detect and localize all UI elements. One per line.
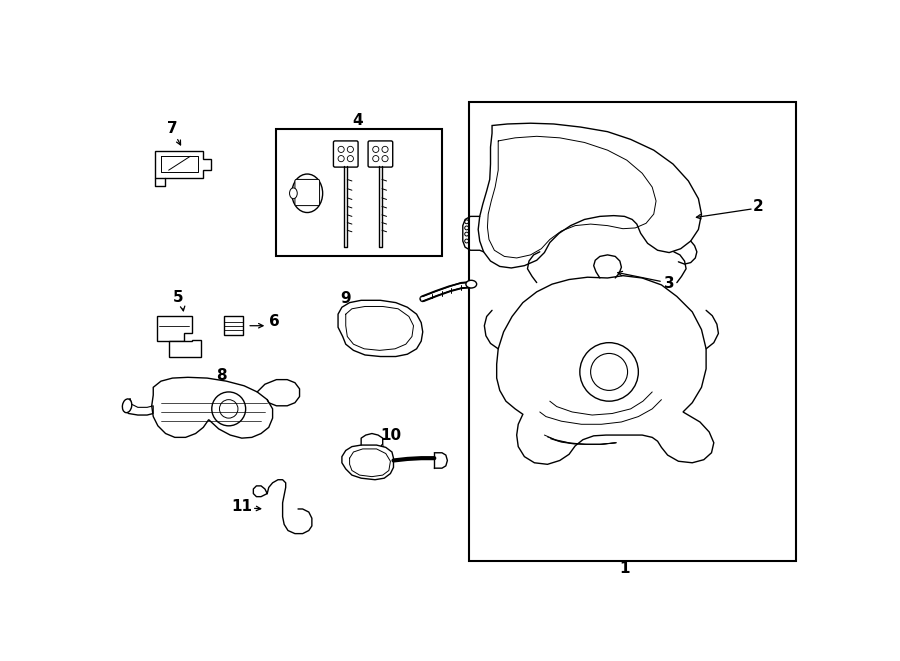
- Text: 6: 6: [269, 315, 280, 329]
- Ellipse shape: [122, 399, 131, 412]
- FancyBboxPatch shape: [368, 141, 392, 167]
- Text: 9: 9: [340, 292, 351, 306]
- Text: 3: 3: [664, 276, 674, 291]
- Ellipse shape: [292, 174, 322, 213]
- Bar: [276, 130, 442, 256]
- Polygon shape: [338, 300, 423, 356]
- Ellipse shape: [290, 188, 297, 199]
- Text: 10: 10: [380, 428, 401, 443]
- Text: 7: 7: [167, 121, 178, 136]
- Text: 1: 1: [619, 561, 630, 576]
- FancyBboxPatch shape: [333, 141, 358, 167]
- Text: 2: 2: [753, 199, 764, 214]
- Polygon shape: [158, 317, 192, 341]
- Bar: [224, 317, 243, 335]
- Ellipse shape: [466, 280, 477, 288]
- Text: 8: 8: [216, 368, 226, 383]
- Polygon shape: [155, 151, 211, 178]
- Polygon shape: [497, 276, 714, 464]
- Polygon shape: [478, 123, 701, 268]
- Text: 4: 4: [353, 112, 364, 128]
- Polygon shape: [342, 445, 393, 480]
- Text: 11: 11: [231, 499, 252, 514]
- Text: 5: 5: [173, 290, 184, 305]
- Polygon shape: [168, 340, 201, 356]
- FancyBboxPatch shape: [295, 179, 319, 206]
- Bar: [469, 102, 796, 561]
- Polygon shape: [152, 377, 273, 438]
